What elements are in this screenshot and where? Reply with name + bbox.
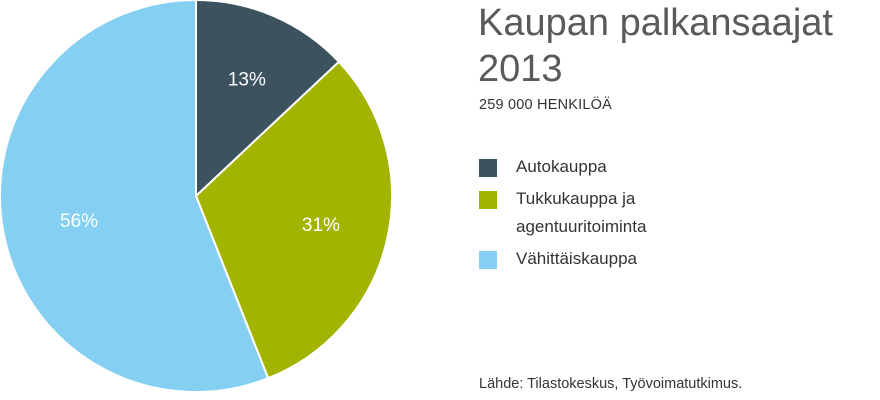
legend-item-autokauppa: Autokauppa: [479, 156, 716, 181]
chart-subtitle: 259 000 HENKILÖÄ: [479, 97, 612, 113]
legend-swatch: [479, 251, 497, 269]
chart-title-line2: 2013: [478, 48, 563, 90]
legend-item-vahittaiskauppa: Vähittäiskauppa: [479, 248, 716, 273]
pie-slice-1: [194, 60, 393, 380]
pie-slice-label-1: 31%: [302, 215, 340, 236]
legend: Autokauppa Tukkukauppa ja agentuuritoimi…: [479, 156, 716, 280]
chart-title-line1: Kaupan palkansaajat: [478, 2, 833, 44]
pie-slice-2: [0, 0, 270, 393]
pie-slice-label-0: 13%: [228, 70, 266, 91]
legend-swatch: [479, 191, 497, 209]
legend-label: Vähittäiskauppa: [516, 249, 637, 268]
chart-title: Kaupan palkansaajat 2013: [478, 0, 878, 92]
legend-swatch: [479, 159, 497, 177]
legend-label: Autokauppa: [516, 157, 607, 176]
pie-slice-0: [195, 0, 341, 199]
source-note: Lähde: Tilastokeskus, Työvoimatutkimus.: [479, 376, 743, 392]
legend-label: Tukkukauppa ja agentuuritoiminta: [516, 189, 647, 236]
legend-item-tukkukauppa: Tukkukauppa ja agentuuritoiminta: [479, 188, 716, 241]
pie-slice-label-2: 56%: [60, 211, 98, 232]
pie-chart: 13% 31% 56%: [0, 0, 393, 393]
